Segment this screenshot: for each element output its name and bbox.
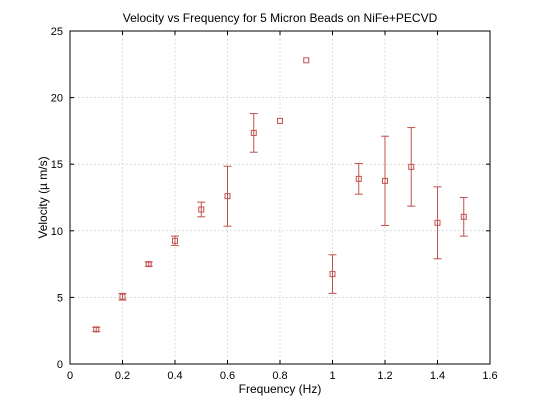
data-point-marker [250, 129, 257, 136]
data-point [303, 57, 310, 64]
data-point [92, 326, 101, 333]
x-tick-label: 0.8 [272, 370, 287, 382]
data-point [197, 201, 206, 218]
x-axis-label: Frequency (Hz) [239, 382, 322, 396]
data-point-marker [408, 163, 415, 170]
data-point-marker [303, 57, 310, 64]
data-point-marker [172, 237, 178, 244]
axis-ticks [69, 30, 491, 365]
y-axis-label: Velocity (µ m/s) [36, 156, 50, 238]
data-point-marker [382, 177, 388, 184]
data-point [171, 235, 179, 246]
data-point [118, 292, 127, 301]
data-point-marker [434, 219, 441, 226]
y-tick-label: 0 [57, 359, 63, 371]
data-point-marker [355, 175, 362, 182]
x-tick-label: 0.4 [167, 370, 182, 382]
data-point-marker [119, 293, 126, 300]
data-point [277, 117, 283, 124]
y-tick-label: 20 [51, 93, 63, 105]
data-point [328, 254, 337, 294]
x-tick-labels: 0 0.2 0.4 0.6 0.8 1 1.2 1.4 1.6 [67, 370, 498, 382]
data-point-marker [277, 117, 283, 124]
data-point [354, 163, 363, 195]
data-point [459, 197, 468, 237]
data-point-marker [93, 326, 100, 333]
y-tick-label: 5 [57, 292, 63, 304]
y-tick-labels: 0 5 10 15 20 25 [51, 26, 63, 371]
data-point-marker [329, 271, 336, 278]
data-point [407, 127, 416, 207]
data-point [249, 113, 258, 153]
x-tick-label: 1.6 [482, 370, 497, 382]
data-points [92, 57, 468, 333]
x-tick-label: 1 [329, 370, 335, 382]
grid [70, 31, 490, 364]
data-point-marker [224, 193, 231, 200]
data-point [144, 261, 153, 268]
data-point-marker [460, 213, 467, 220]
x-tick-label: 0.2 [115, 370, 130, 382]
x-tick-label: 0.6 [220, 370, 235, 382]
data-point-marker [198, 206, 205, 213]
y-tick-label: 10 [51, 226, 63, 238]
data-point-marker [145, 261, 152, 268]
x-tick-label: 1.2 [377, 370, 392, 382]
chart-title: Velocity vs Frequency for 5 Micron Beads… [123, 11, 438, 25]
y-tick-label: 15 [51, 159, 63, 171]
x-tick-label: 1.4 [430, 370, 445, 382]
y-tick-label: 25 [51, 26, 63, 38]
x-tick-label: 0 [67, 370, 73, 382]
data-point [381, 135, 389, 226]
data-point [433, 186, 442, 260]
data-point [223, 165, 232, 227]
